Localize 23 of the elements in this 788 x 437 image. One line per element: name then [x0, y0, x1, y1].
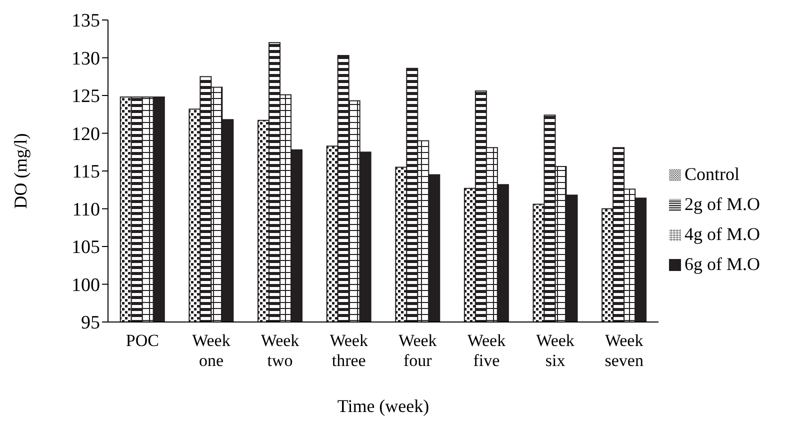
legend-label: 6g of M.O: [684, 254, 760, 274]
x-tick-label: Week three: [330, 331, 368, 370]
y-tick-label: 95: [81, 312, 100, 334]
x-tick-label: Week one: [192, 331, 231, 370]
y-tick-label: 115: [72, 162, 100, 183]
x-axis-title: Time (week): [337, 396, 430, 416]
y-tick-label: 130: [72, 48, 100, 70]
legend-label: 4g of M.O: [684, 224, 760, 244]
y-tick-label: 105: [72, 237, 100, 258]
x-tick-label: Week seven: [604, 331, 644, 370]
x-tick-label: Week two: [260, 331, 300, 370]
x-tick-label: POC: [126, 331, 159, 350]
legend-label: Control: [684, 164, 740, 184]
y-axis-title: DO (mg/l): [10, 133, 30, 209]
x-tick-label: Week six: [536, 331, 575, 370]
y-tick-label: 100: [72, 274, 100, 296]
y-tick-label: 120: [72, 124, 100, 145]
x-tick-label: Week four: [398, 331, 438, 370]
y-tick-label: 110: [72, 199, 100, 220]
x-tick-label: Week five: [467, 331, 506, 370]
y-tick-label: 125: [72, 86, 100, 108]
legend-label: 2g of M.O: [684, 194, 760, 214]
y-tick-label: 135: [72, 10, 100, 32]
